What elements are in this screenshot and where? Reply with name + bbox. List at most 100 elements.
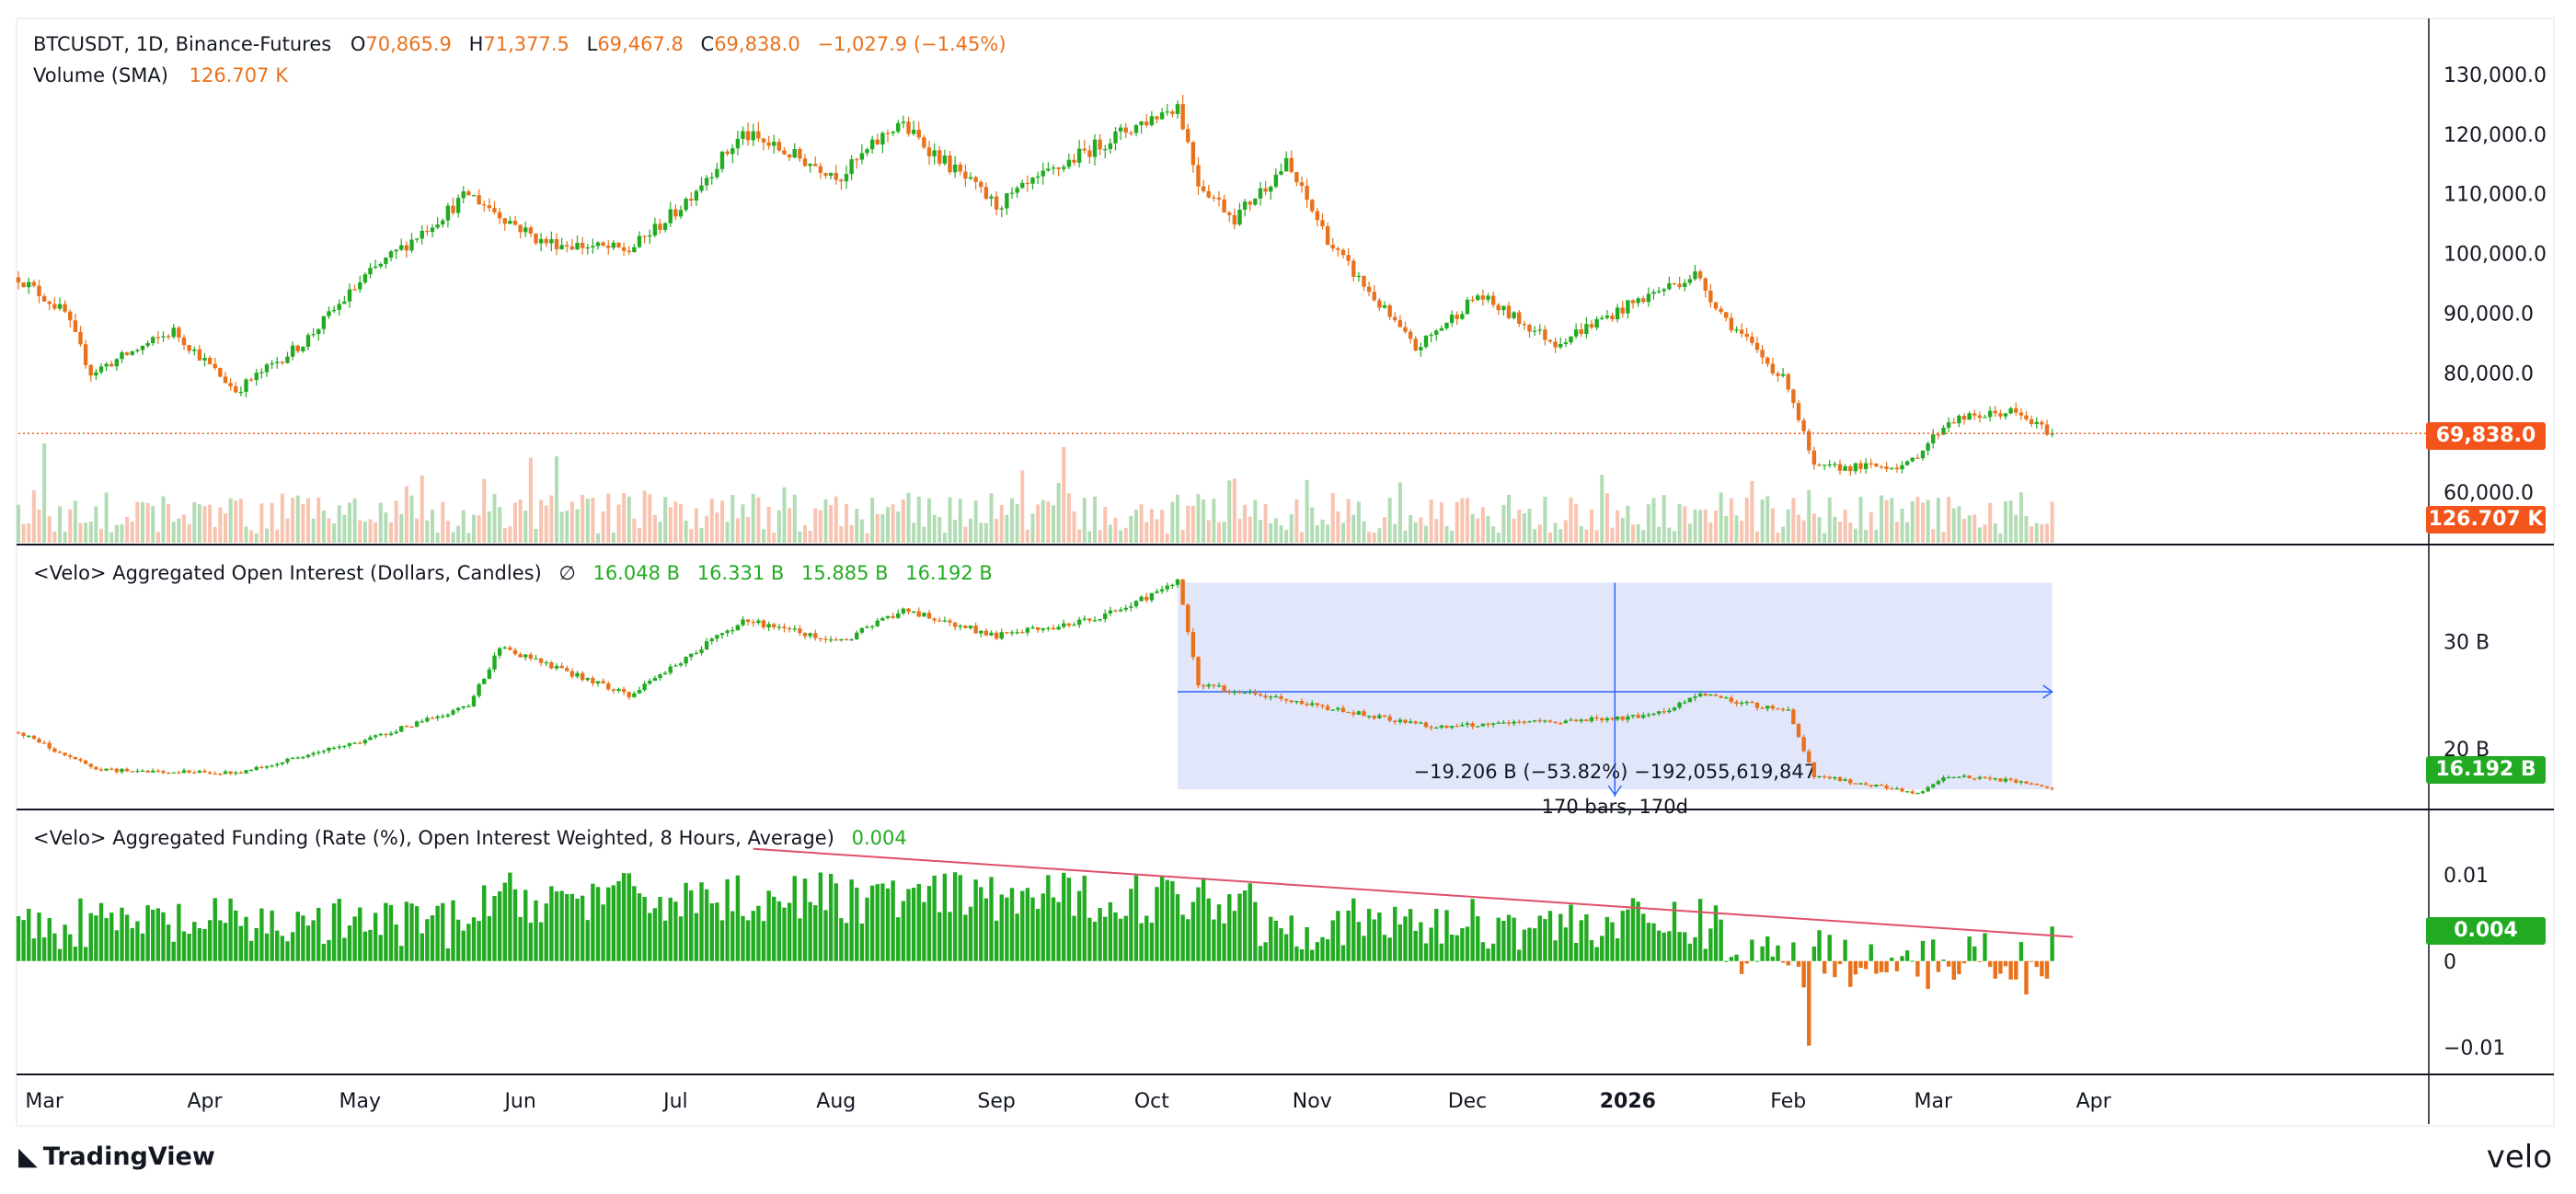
volume-bar — [523, 511, 528, 543]
funding-bar — [1569, 904, 1573, 961]
price-candle — [1843, 465, 1847, 471]
funding-bar — [88, 913, 93, 961]
funding-bar — [637, 893, 642, 961]
funding-legend[interactable]: <Velo> Aggregated Funding (Rate (%), Ope… — [33, 827, 913, 849]
oi-candle — [632, 693, 637, 697]
volume-bar — [937, 517, 942, 543]
funding-bar — [756, 905, 761, 961]
funding-bar — [1626, 909, 1630, 961]
price-candle — [166, 336, 171, 338]
price-candle — [865, 149, 869, 154]
oi-candle — [120, 768, 124, 773]
oi-candle — [1165, 585, 1169, 590]
funding-bar — [311, 920, 316, 961]
volume-label[interactable]: Volume (SMA) — [33, 64, 168, 86]
oi-candle — [926, 613, 932, 619]
funding-bar — [435, 905, 440, 961]
funding-bar — [409, 903, 414, 961]
oi-candle — [994, 632, 999, 639]
volume-bar — [772, 532, 776, 543]
oi-candle — [1744, 702, 1749, 704]
funding-bar — [942, 873, 948, 961]
price-candle — [1734, 329, 1739, 331]
price-candle — [715, 168, 719, 178]
funding-bar — [1890, 958, 1894, 961]
oi-candle — [1041, 628, 1045, 630]
funding-bar — [601, 904, 605, 961]
oi-candle — [849, 639, 854, 641]
oi-candle — [368, 737, 373, 741]
price-candle — [321, 316, 327, 329]
price-candle — [1517, 312, 1522, 324]
volume-bar — [472, 514, 476, 543]
oi-candle — [1972, 778, 1977, 780]
oi-candle — [1062, 623, 1066, 627]
price-candle — [1863, 463, 1869, 469]
volume-bar — [839, 525, 844, 543]
price-candle — [798, 149, 802, 159]
oi-candle — [1791, 709, 1796, 725]
price-candle — [1149, 116, 1155, 126]
price-candle — [756, 131, 761, 139]
price-candle — [963, 171, 968, 179]
oi-candle — [388, 733, 394, 736]
funding-bar — [1403, 916, 1408, 961]
funding-bar — [952, 872, 958, 961]
oi-candle — [471, 695, 477, 706]
oi-candle — [684, 657, 688, 664]
volume-legend[interactable]: Volume (SMA) 126.707 K — [33, 64, 293, 86]
funding-bar — [544, 903, 548, 961]
volume-bar — [1662, 495, 1666, 543]
funding-bar — [1299, 949, 1305, 961]
funding-bar — [358, 907, 362, 961]
oi-candle — [218, 774, 223, 775]
funding-bar — [1253, 901, 1258, 961]
funding-bar — [1543, 919, 1547, 961]
oi-candle — [352, 742, 357, 744]
volume-bar — [456, 525, 461, 543]
volume-bar — [638, 527, 641, 543]
oi-candle — [725, 630, 730, 634]
oi-candle — [1496, 722, 1501, 724]
volume-bar — [845, 504, 848, 543]
oi-candle — [1693, 696, 1697, 698]
tradingview-logo[interactable]: ◣ TradingView — [18, 1142, 215, 1171]
measure-tool[interactable]: −19.206 B (−53.82%) −192,055,619,847170 … — [1178, 582, 2053, 818]
oi-candle — [668, 666, 673, 673]
oi-candle — [1993, 778, 1997, 780]
price-candle — [1476, 295, 1480, 301]
volume-bar — [1977, 527, 1982, 543]
volume-bar — [1496, 533, 1501, 543]
price-candle — [595, 242, 601, 247]
price-candle — [171, 327, 176, 338]
oi-candle — [1667, 710, 1672, 713]
price-candle — [1082, 148, 1087, 151]
oi-legend[interactable]: <Velo> Aggregated Open Interest (Dollars… — [33, 562, 998, 584]
volume-bar — [285, 518, 290, 543]
price-candle — [926, 147, 932, 156]
oi-candle — [451, 710, 455, 715]
oi-title[interactable]: <Velo> Aggregated Open Interest (Dollars… — [33, 562, 542, 584]
funding-title[interactable]: <Velo> Aggregated Funding (Rate (%), Ope… — [33, 827, 834, 849]
funding-bar — [213, 898, 217, 961]
funding-bar — [166, 924, 171, 961]
price-candle — [1362, 275, 1366, 287]
volume-bar — [1512, 518, 1516, 543]
price-candle — [52, 304, 57, 309]
funding-bar — [1961, 960, 1967, 964]
oi-candle — [1697, 694, 1703, 697]
volume-bar — [1030, 513, 1035, 543]
volume-tag: 126.707 K — [2426, 506, 2546, 534]
funding-bar — [968, 906, 973, 961]
volume-bar — [358, 520, 362, 543]
oi-candle — [1005, 632, 1009, 634]
symbol-line[interactable]: BTCUSDT, 1D, Binance-Futures — [33, 33, 332, 55]
symbol-legend[interactable]: BTCUSDT, 1D, Binance-Futures O70,865.9 H… — [33, 33, 1012, 55]
volume-bar — [1330, 493, 1335, 543]
oi-candles — [16, 578, 2054, 795]
oi-candle — [523, 654, 528, 658]
price-candle — [145, 343, 150, 347]
price-candle — [435, 224, 440, 228]
